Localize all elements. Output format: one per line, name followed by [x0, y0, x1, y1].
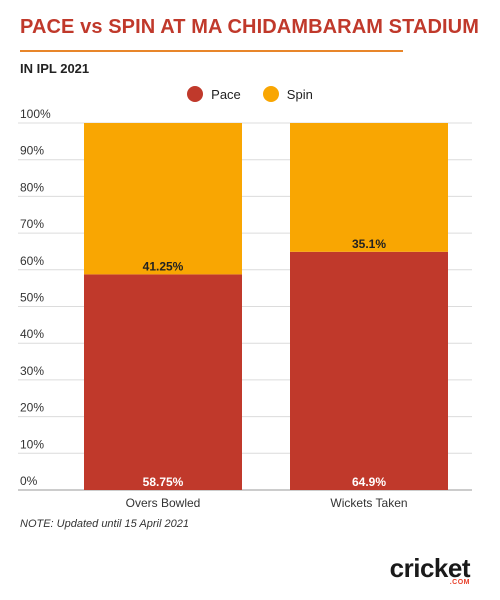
- y-tick-label: 40%: [20, 327, 44, 341]
- x-tick-label: Overs Bowled: [126, 496, 201, 510]
- x-tick-label: Wickets Taken: [330, 496, 407, 510]
- y-tick-label: 90%: [20, 144, 44, 158]
- brand-logo: cricket: [389, 553, 471, 583]
- legend-swatch-spin: [262, 86, 279, 102]
- legend-label-pace: Pace: [211, 86, 241, 102]
- bar-spin: [84, 123, 242, 275]
- bar-spin: [290, 123, 448, 252]
- data-label-spin: 35.1%: [352, 237, 386, 251]
- title-underline: [20, 50, 403, 52]
- y-tick-label: 50%: [20, 291, 44, 305]
- y-tick-label: 20%: [20, 401, 44, 415]
- chart-subtitle: IN IPL 2021: [20, 61, 90, 76]
- y-tick-label: 100%: [20, 107, 51, 121]
- data-label-spin: 41.25%: [143, 259, 184, 273]
- y-tick-label: 0%: [20, 474, 38, 488]
- bar-pace: [84, 274, 242, 490]
- y-tick-label: 80%: [20, 180, 44, 194]
- legend-label-spin: Spin: [286, 86, 313, 102]
- legend: Pace Spin: [0, 86, 500, 102]
- footnote: NOTE: Updated until 15 April 2021: [20, 518, 189, 530]
- brand-logo-suffix: .COM: [449, 579, 470, 586]
- y-tick-label: 70%: [20, 217, 44, 231]
- data-label-pace: 58.75%: [143, 475, 184, 489]
- legend-swatch-pace: [187, 86, 204, 102]
- y-tick-label: 10%: [20, 437, 44, 451]
- bar-pace: [290, 251, 448, 490]
- y-tick-label: 60%: [20, 254, 44, 268]
- legend-item-spin: Spin: [262, 86, 313, 102]
- y-tick-label: 30%: [20, 364, 44, 378]
- legend-item-pace: Pace: [187, 86, 241, 102]
- chart-title: PACE vs SPIN AT MA CHIDAMBARAM STADIUM: [20, 16, 479, 38]
- data-label-pace: 64.9%: [352, 475, 386, 489]
